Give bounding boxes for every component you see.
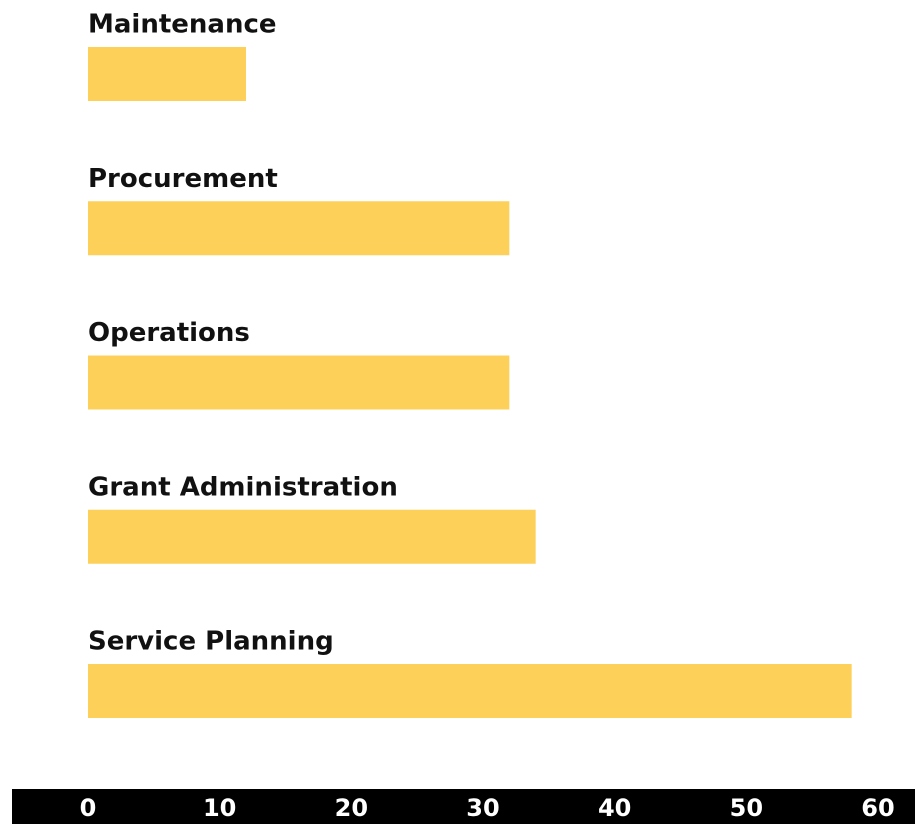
category-label: Service Planning <box>88 627 334 657</box>
category-label: Procurement <box>88 164 278 194</box>
x-tick-label: 0 <box>80 794 97 822</box>
bar <box>88 355 510 410</box>
bar <box>88 509 536 564</box>
category-label: Operations <box>88 318 250 348</box>
bar <box>88 47 246 101</box>
x-tick-label: 50 <box>730 794 763 822</box>
axis-band <box>12 789 915 824</box>
x-tick-label: 20 <box>335 794 368 822</box>
bar <box>88 664 852 718</box>
x-tick-label: 40 <box>598 794 631 822</box>
category-label: Maintenance <box>88 10 277 40</box>
category-label: Grant Administration <box>88 472 398 502</box>
bar <box>88 201 510 256</box>
x-tick-label: 30 <box>466 794 499 822</box>
x-tick-label: 10 <box>203 794 236 822</box>
x-tick-label: 60 <box>861 794 894 822</box>
